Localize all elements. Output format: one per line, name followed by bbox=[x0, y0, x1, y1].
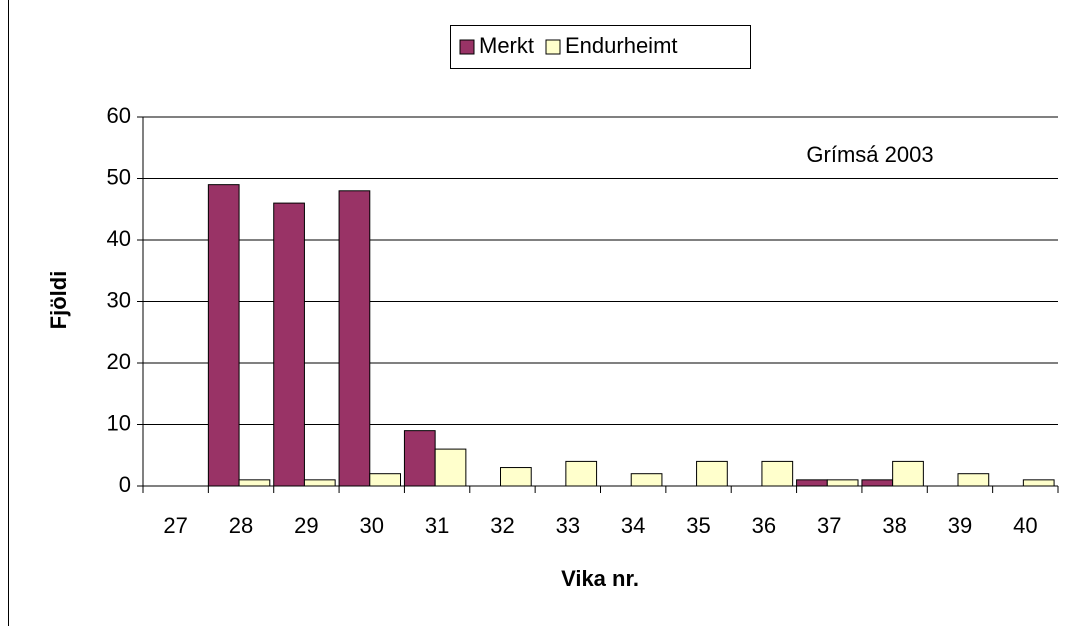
x-tick-label: 28 bbox=[229, 513, 253, 538]
y-tick-label: 40 bbox=[107, 226, 131, 251]
x-tick-label: 40 bbox=[1013, 513, 1037, 538]
x-tick-label: 30 bbox=[360, 513, 384, 538]
legend-swatch bbox=[459, 39, 475, 55]
legend-label: Merkt bbox=[479, 33, 534, 58]
bar bbox=[796, 479, 828, 487]
x-tick-label: 31 bbox=[425, 513, 449, 538]
x-tick-label: 32 bbox=[490, 513, 514, 538]
bar bbox=[434, 448, 467, 487]
bar bbox=[761, 460, 794, 487]
bar bbox=[403, 430, 436, 487]
y-tick-label: 50 bbox=[107, 164, 131, 189]
x-tick-label: 33 bbox=[556, 513, 580, 538]
y-tick-label: 60 bbox=[107, 103, 131, 128]
legend-box bbox=[450, 25, 751, 69]
y-tick-label: 30 bbox=[107, 287, 131, 312]
bar bbox=[369, 473, 402, 487]
y-tick-label: 0 bbox=[119, 472, 131, 497]
bar bbox=[500, 467, 532, 487]
y-tick-label: 20 bbox=[107, 349, 131, 374]
bar bbox=[630, 473, 663, 487]
annotation: Grímsá 2003 bbox=[806, 142, 933, 167]
y-axis-title: Fjöldi bbox=[46, 271, 71, 330]
x-tick-label: 29 bbox=[294, 513, 318, 538]
x-tick-label: 39 bbox=[948, 513, 972, 538]
bar bbox=[957, 473, 990, 487]
x-axis-title: Vika nr. bbox=[561, 566, 639, 591]
bar bbox=[826, 479, 859, 487]
legend-swatch bbox=[545, 39, 561, 55]
bar bbox=[565, 460, 598, 487]
bar bbox=[303, 479, 336, 487]
bar bbox=[861, 479, 894, 487]
x-tick-label: 36 bbox=[752, 513, 776, 538]
x-tick-label: 34 bbox=[621, 513, 645, 538]
bar bbox=[892, 460, 924, 487]
legend-label: Endurheimt bbox=[565, 33, 678, 58]
bar bbox=[1022, 479, 1055, 487]
bar bbox=[696, 460, 728, 487]
bar bbox=[238, 479, 271, 487]
bar bbox=[273, 202, 305, 487]
bar bbox=[207, 184, 240, 487]
x-tick-label: 35 bbox=[686, 513, 710, 538]
x-tick-label: 27 bbox=[163, 513, 187, 538]
y-tick-label: 10 bbox=[107, 410, 131, 435]
bar bbox=[338, 190, 371, 487]
x-tick-label: 37 bbox=[817, 513, 841, 538]
x-tick-label: 38 bbox=[882, 513, 906, 538]
